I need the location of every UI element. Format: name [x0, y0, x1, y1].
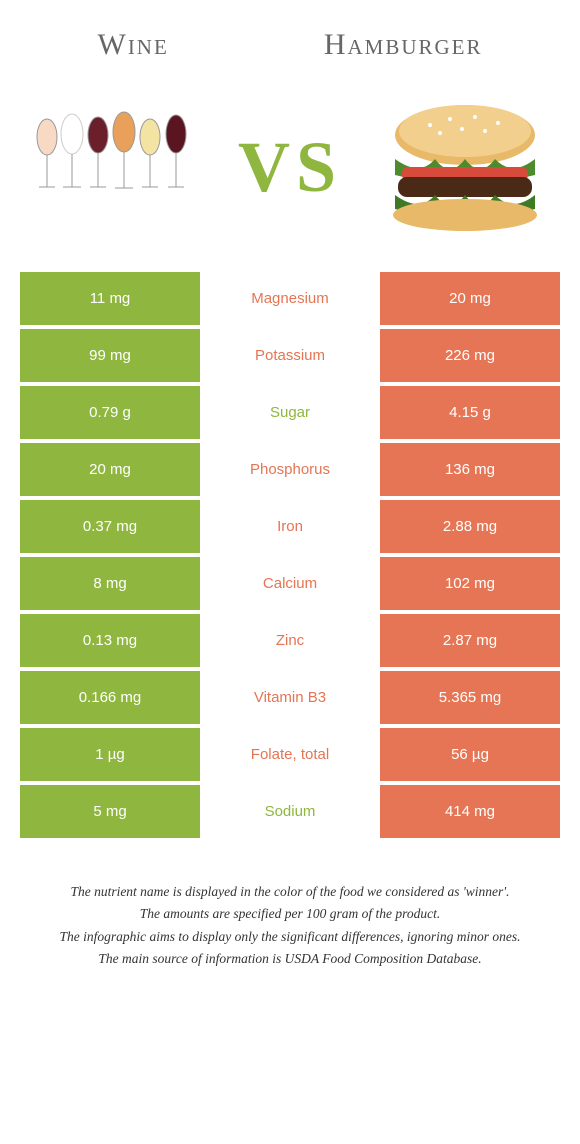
nutrient-name: Vitamin B3 — [200, 671, 380, 724]
value-left: 99 mg — [20, 329, 200, 382]
vs-text: VS — [238, 126, 342, 209]
table-row: 99 mgPotassium226 mg — [20, 329, 560, 382]
value-right: 414 mg — [380, 785, 560, 838]
nutrient-name: Phosphorus — [200, 443, 380, 496]
hamburger-image — [380, 92, 550, 242]
value-left: 1 µg — [20, 728, 200, 781]
value-right: 2.88 mg — [380, 500, 560, 553]
table-row: 11 mgMagnesium20 mg — [20, 272, 560, 325]
footnote-line: The main source of information is USDA F… — [30, 949, 550, 969]
value-left: 0.13 mg — [20, 614, 200, 667]
table-row: 8 mgCalcium102 mg — [20, 557, 560, 610]
table-row: 0.166 mgVitamin B35.365 mg — [20, 671, 560, 724]
footnotes: The nutrient name is displayed in the co… — [0, 842, 580, 969]
nutrient-name: Folate, total — [200, 728, 380, 781]
nutrient-name: Magnesium — [200, 272, 380, 325]
hero-row: VS — [0, 72, 580, 272]
footnote-line: The amounts are specified per 100 gram o… — [30, 904, 550, 924]
value-right: 20 mg — [380, 272, 560, 325]
value-left: 5 mg — [20, 785, 200, 838]
wine-glasses-icon — [30, 107, 200, 227]
value-right: 226 mg — [380, 329, 560, 382]
value-right: 5.365 mg — [380, 671, 560, 724]
header-left: Wine — [98, 28, 169, 62]
nutrient-name: Sodium — [200, 785, 380, 838]
nutrient-name: Calcium — [200, 557, 380, 610]
table-row: 20 mgPhosphorus136 mg — [20, 443, 560, 496]
wine-image — [30, 92, 200, 242]
value-right: 136 mg — [380, 443, 560, 496]
comparison-table: 11 mgMagnesium20 mg99 mgPotassium226 mg0… — [0, 272, 580, 838]
value-right: 2.87 mg — [380, 614, 560, 667]
header-right: Hamburger — [324, 28, 483, 62]
nutrient-name: Zinc — [200, 614, 380, 667]
nutrient-name: Sugar — [200, 386, 380, 439]
hamburger-icon — [380, 97, 550, 237]
nutrient-name: Potassium — [200, 329, 380, 382]
value-right: 102 mg — [380, 557, 560, 610]
value-left: 0.79 g — [20, 386, 200, 439]
table-row: 0.37 mgIron2.88 mg — [20, 500, 560, 553]
value-left: 11 mg — [20, 272, 200, 325]
table-row: 5 mgSodium414 mg — [20, 785, 560, 838]
table-row: 0.79 gSugar4.15 g — [20, 386, 560, 439]
footnote-line: The nutrient name is displayed in the co… — [30, 882, 550, 902]
value-left: 0.166 mg — [20, 671, 200, 724]
value-right: 4.15 g — [380, 386, 560, 439]
header: Wine Hamburger — [0, 0, 580, 72]
footnote-line: The infographic aims to display only the… — [30, 927, 550, 947]
value-right: 56 µg — [380, 728, 560, 781]
table-row: 0.13 mgZinc2.87 mg — [20, 614, 560, 667]
value-left: 0.37 mg — [20, 500, 200, 553]
value-left: 20 mg — [20, 443, 200, 496]
table-row: 1 µgFolate, total56 µg — [20, 728, 560, 781]
value-left: 8 mg — [20, 557, 200, 610]
nutrient-name: Iron — [200, 500, 380, 553]
